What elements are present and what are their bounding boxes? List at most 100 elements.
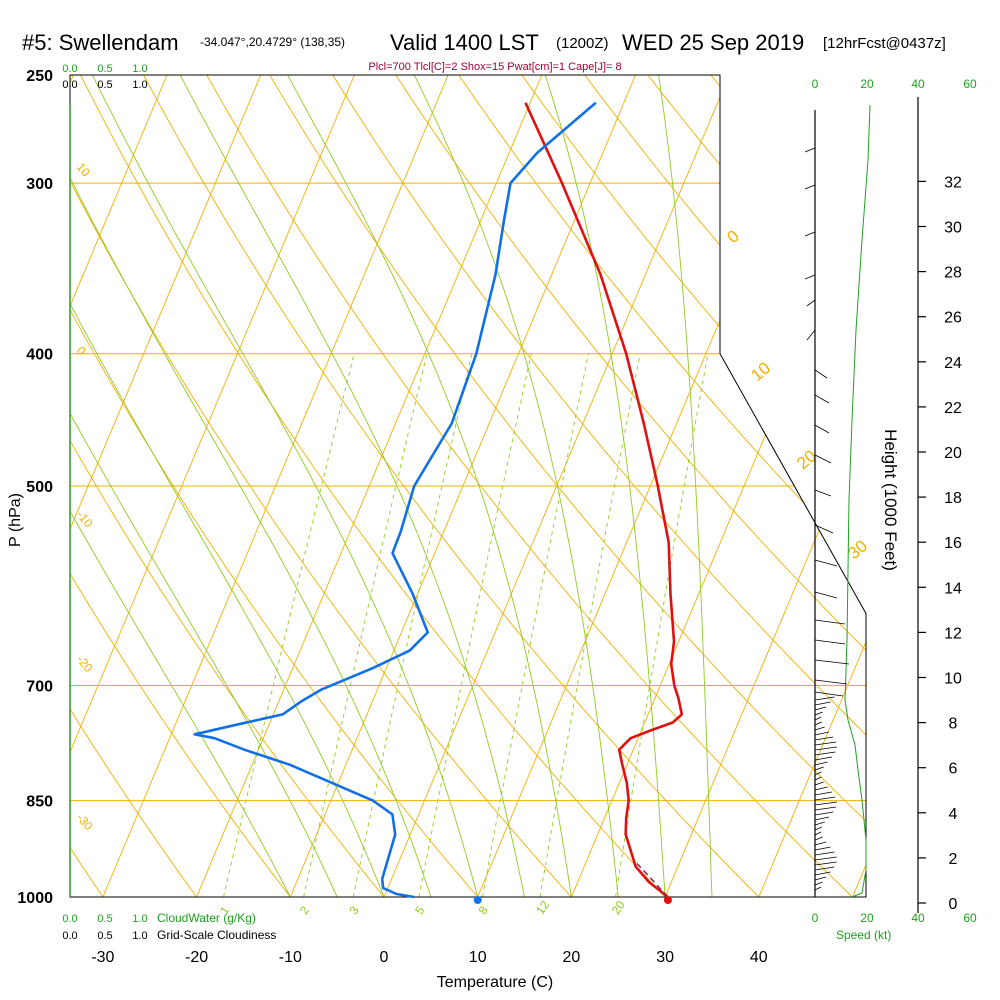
mixing-ratio-label: 3 [347, 903, 362, 917]
wind-barb [814, 816, 830, 821]
height-tick-label: 18 [944, 490, 962, 507]
x-axis-title: Temperature (C) [437, 974, 553, 991]
pressure-tick-label: 400 [26, 347, 53, 364]
wind-speed-tick-bottom: 40 [911, 911, 925, 925]
wind-barb [814, 726, 825, 731]
wind-barb [814, 706, 827, 711]
mixing-ratio-label: 2 [297, 903, 312, 917]
isotherm-line [289, 75, 636, 897]
wind-barb [806, 299, 816, 307]
wind-barb [804, 231, 816, 237]
wind-barb [804, 274, 816, 280]
cloud-water-legend: CloudWater (g/Kg) [157, 911, 256, 925]
dry-adiabat-line [70, 75, 314, 897]
moist-adiabat-line [544, 75, 666, 897]
wind-speed-tick-top: 20 [860, 77, 874, 91]
temperature-tick-label: -10 [279, 949, 302, 966]
mixing-ratio-line [539, 353, 641, 897]
dry-adiabat-line [815, 75, 866, 897]
dry-adiabat-line [70, 75, 694, 897]
mixing-ratio-label: 12 [533, 898, 552, 917]
dry-adiabat-label: 0 [74, 344, 89, 358]
dry-adiabat-line [70, 75, 409, 897]
surface-dewpoint-marker [473, 896, 482, 904]
dry-adiabat-line [379, 75, 866, 897]
forecast-label: [12hrFcst@0437z] [823, 35, 946, 52]
valid-date: WED 25 Sep 2019 [622, 30, 804, 55]
wind-barb [814, 796, 836, 801]
height-tick-label: 4 [949, 806, 958, 823]
height-axis-title: Height (1000 Feet) [881, 429, 900, 571]
mixing-ratio-line [482, 353, 589, 897]
dry-adiabat-line [0, 51, 28, 926]
cloudiness-scale-top: 0.0 [62, 79, 77, 91]
wind-barb [814, 746, 838, 751]
wind-barb [814, 716, 822, 721]
isotherm-line [758, 75, 866, 897]
surface-temperature-marker [663, 896, 672, 904]
cloudiness-scale-top: 0.5 [97, 79, 112, 91]
cloud-water-scale-bottom: 1.0 [132, 913, 147, 925]
dry-adiabat-line [317, 75, 866, 897]
cloud-water-scale-top: 0.0 [62, 63, 77, 75]
wind-speed-tick-bottom: 0 [812, 911, 819, 925]
cloud-water-scale-top: 0.5 [97, 63, 112, 75]
wind-barb [814, 619, 846, 625]
sounding-traces [193, 101, 684, 904]
wind-barb [804, 184, 816, 190]
cloudiness-legend: Grid-Scale Cloudiness [157, 928, 276, 942]
cloudiness-scale-bottom: 0.5 [97, 930, 112, 942]
wind-barb [814, 424, 830, 434]
height-tick-label: 26 [944, 310, 962, 327]
wind-barb [814, 861, 837, 866]
moist-adiabat-line [91, 75, 479, 897]
wind-barb [814, 866, 835, 871]
wind-speed-tick-top: 40 [911, 77, 925, 91]
wind-barb [814, 821, 825, 826]
height-tick-label: 16 [944, 535, 962, 552]
height-tick-label: 10 [944, 671, 962, 688]
dry-adiabat-line [192, 75, 866, 897]
moist-adiabat-label: 10 [747, 358, 774, 385]
wind-barb [814, 766, 824, 771]
plot-frame [69, 74, 867, 898]
temperature-tick-label: -30 [91, 949, 114, 966]
temperature-tick-label: -20 [185, 949, 208, 966]
wind-speed-tick-bottom: 20 [860, 911, 874, 925]
zulu-time: (1200Z) [556, 35, 609, 52]
wind-barb [814, 701, 831, 706]
wind-barb [814, 756, 833, 761]
dry-adiabat-label: 10 [74, 160, 94, 179]
pressure-tick-label: 700 [26, 679, 53, 696]
mixing-ratio-line [352, 353, 473, 897]
wind-barb [814, 696, 835, 701]
moist-adiabat-line [179, 75, 525, 897]
moist-adiabat-line [658, 75, 713, 897]
station-coords: -34.047°,20.4729° (138,35) [200, 35, 345, 49]
dry-adiabat-line [255, 75, 866, 897]
cloud-water-scale-bottom: 0.0 [62, 913, 77, 925]
isotherm-line [70, 75, 355, 897]
sounding-indices: Plcl=700 Tlcl[C]=2 Shox=15 Pwat[cm]=1 Ca… [368, 61, 621, 73]
height-tick-label: 6 [949, 761, 958, 778]
dry-adiabat-line [70, 75, 599, 897]
dry-adiabat-line [130, 75, 789, 897]
moist-adiabat-line [413, 75, 619, 897]
wind-barb [814, 591, 838, 599]
wind-speed-tick-top: 0 [812, 77, 819, 91]
height-tick-label: 30 [944, 220, 962, 237]
cloud-water-scale-top: 1.0 [132, 63, 147, 75]
dry-adiabat-label: -30 [74, 811, 96, 834]
dry-adiabat-line [753, 75, 866, 897]
wind-barb [814, 659, 850, 665]
moist-adiabat-line [287, 75, 572, 897]
wind-barb [814, 731, 829, 736]
height-tick-label: 20 [944, 445, 962, 462]
wind-barb [814, 851, 835, 856]
mixing-ratio-line [615, 353, 709, 897]
temperature-line [524, 102, 684, 899]
dry-adiabat-label: -10 [74, 508, 96, 531]
wind-barb [814, 841, 827, 846]
